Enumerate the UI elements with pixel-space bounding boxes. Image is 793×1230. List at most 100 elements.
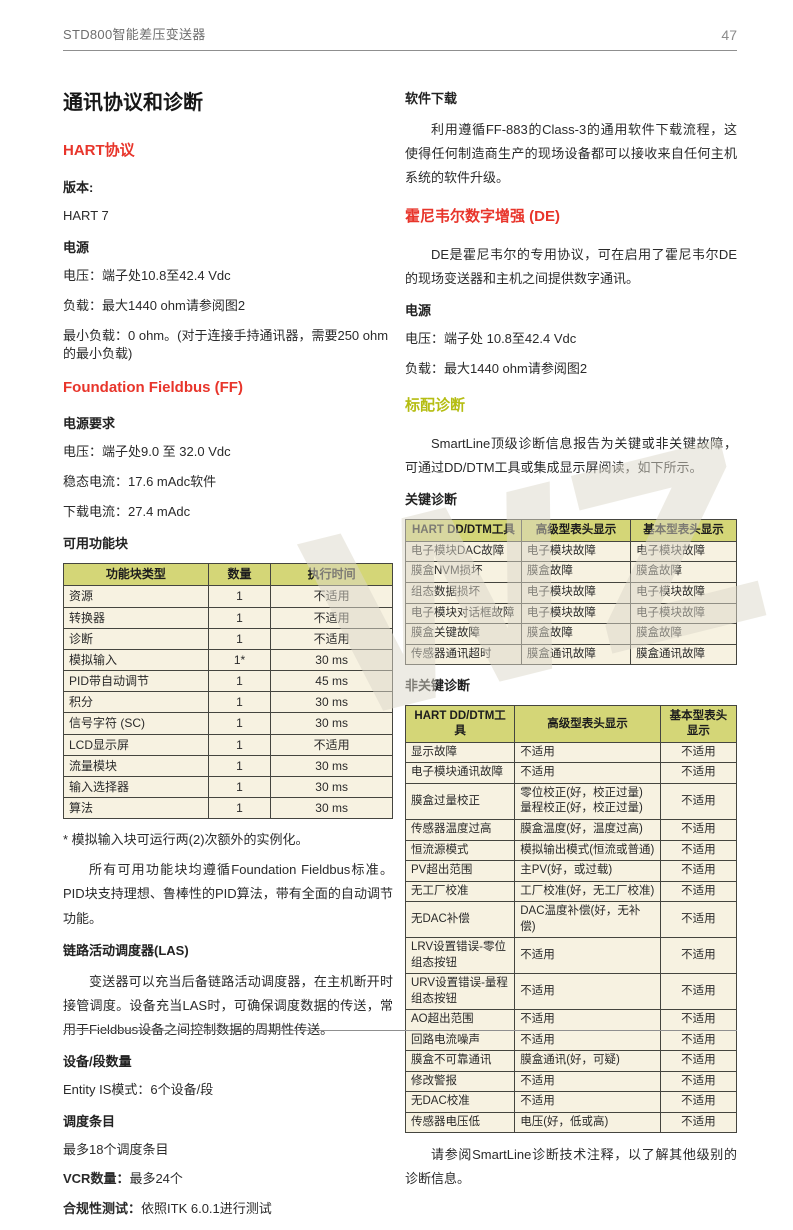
text-line: 负载：最大1440 ohm请参阅图2 (63, 297, 246, 313)
table-cell: 膜盒故障 (520, 623, 632, 645)
table-cell: 不适用 (659, 1111, 738, 1134)
table-cell: 不适用 (659, 880, 738, 903)
paragraph: 所有可用功能块均遵循Foundation Fieldbus标准。PID块支持理想… (63, 862, 393, 926)
right-column: 软件下载 利用遵循FF-883的Class-3的通用软件下载流程，这使得任何制造商… (404, 86, 738, 1200)
text-line: 负载：最大1440 ohm请参阅图2 (405, 361, 588, 377)
table-cell: 显示故障 (404, 741, 516, 764)
table-cell: 不适用 (514, 1070, 661, 1093)
table-cell: LRV设置错误-零位组态按钮 (404, 937, 516, 975)
line-label: 合规性测试： (63, 1201, 142, 1217)
table-cell: 转换器 (63, 606, 209, 629)
table-cell: 电子模块故障 (520, 581, 632, 604)
table-cell: 流量模块 (63, 754, 209, 778)
table-row: 输入选择器 1 30 ms (63, 776, 393, 799)
bold-label: 链路活动调度器(LAS) (63, 942, 189, 958)
table-cell: 零位校正(好，校正过量) 量程校正(好，校正过量) (514, 782, 661, 820)
table-cell: 不适用 (659, 839, 738, 862)
table-cell: 30 ms (270, 776, 393, 799)
document-title: STD800智能差压变送器 (63, 27, 206, 42)
table-cell: 算法 (63, 797, 209, 820)
table-cell: 组态数据损坏 (405, 581, 522, 604)
table-row: 传感器电压低 电压(好，低或高) 不适用 (404, 1111, 738, 1134)
table-cell: 膜盒故障 (520, 561, 632, 583)
table-cell: 电子模块故障 (520, 540, 632, 563)
paragraph: DE是霍尼韦尔的专用协议，可在启用了霍尼韦尔DE的现场变送器和主机之间提供数字通… (405, 247, 737, 287)
table-cell: 电子模块故障 (630, 540, 737, 563)
table-cell: 膜盒故障 (630, 623, 737, 645)
bold-label: 调度条目 (63, 1113, 116, 1129)
line-value: 依照ITK 6.0.1进行测试 (141, 1201, 272, 1217)
table-row: LCD显示屏 1 不适用 (63, 733, 393, 756)
sub-heading: 霍尼韦尔数字增强 (DE) (405, 208, 560, 226)
labeled-line: VCR数量：最多24个 (63, 1170, 393, 1189)
table-cell: 不适用 (659, 1070, 738, 1093)
text-line: 最小负载：0 ohm。(对于连接手持通讯器，需要250 ohm的最小负载) (63, 327, 389, 362)
table-cell: 电子模块故障 (520, 602, 632, 625)
table-cell: 不适用 (659, 860, 738, 882)
table-row: 电子模块DAC故障 电子模块故障 电子模块故障 (405, 540, 737, 563)
table-row: 流量模块 1 30 ms (63, 754, 393, 778)
table-row: PID带自动调节 1 45 ms (63, 670, 393, 693)
table-cell: 1 (207, 797, 272, 820)
table-row: 积分 1 30 ms (63, 691, 393, 714)
table-header-row: HART DD/DTM工具 高级型表头显示 基本型表头显示 (405, 519, 737, 542)
table-cell: 膜盒过量校正 (404, 782, 516, 820)
text-line: 电压：端子处10.8至42.4 Vdc (63, 267, 231, 283)
table-header-cell: 基本型表头显示 (659, 705, 738, 743)
table-cell: 膜盒温度(好，温度过高) (514, 818, 661, 841)
text-line: HART 7 (63, 208, 109, 223)
page-header: STD800智能差压变送器 47 (63, 24, 737, 51)
table-cell: 1 (207, 606, 272, 629)
table-cell: 不适用 (659, 1050, 738, 1072)
table-row: PV超出范围 主PV(好，或过载) 不适用 (404, 860, 738, 882)
table-cell: 不适用 (514, 1029, 661, 1052)
table-cell: 电子模块故障 (630, 602, 737, 625)
table-header-row: HART DD/DTM工具 高级型表头显示 基本型表头显示 (404, 705, 738, 743)
table-cell: 电子模块对话框故障 (405, 602, 522, 625)
table-cell: 1 (207, 627, 272, 650)
table-cell: 不适用 (514, 973, 661, 1011)
table-row: 算法 1 30 ms (63, 797, 393, 820)
table-cell: 输入选择器 (63, 776, 209, 799)
table-cell: 电子模块通讯故障 (404, 762, 516, 784)
table-cell: 1 (207, 733, 272, 756)
table-cell: 不适用 (659, 1091, 738, 1113)
table-cell: 不适用 (514, 937, 661, 975)
table-row: 组态数据损坏 电子模块故障 电子模块故障 (405, 581, 737, 604)
table-cell: 主PV(好，或过载) (514, 860, 661, 882)
table-row: 膜盒不可靠通讯 膜盒通讯(好，可疑) 不适用 (404, 1050, 738, 1072)
left-column: 通讯协议和诊断 HART协议 版本: HART 7 电源 电压：端子处10.8至42.4 … (63, 86, 393, 1230)
text-line: 电压：端子处9.0 至 32.0 Vdc (63, 444, 231, 460)
table-cell: 膜盒通讯(好，可疑) (514, 1050, 661, 1072)
bold-label: 可用功能块 (63, 535, 129, 551)
table-row: URV设置错误-量程组态按钮 不适用 不适用 (404, 973, 738, 1011)
table-cell: URV设置错误-量程组态按钮 (404, 973, 516, 1011)
table-cell: 不适用 (270, 606, 393, 629)
table-cell: 资源 (63, 585, 209, 608)
table-row: 膜盒关键故障 膜盒故障 膜盒故障 (405, 623, 737, 645)
table-cell: 1 (207, 691, 272, 714)
footer-divider (63, 1030, 737, 1031)
table-cell: 电子模块DAC故障 (405, 540, 522, 563)
paragraph: 请参阅SmartLine诊断技术注释，以了解其他级别的诊断信息。 (405, 1147, 737, 1187)
table-cell: 传感器通讯超时 (405, 643, 522, 666)
table-row: 无工厂校准 工厂校准(好，无工厂校准) 不适用 (404, 880, 738, 903)
table-cell: 30 ms (270, 712, 393, 735)
paragraph: SmartLine顶级诊断信息报告为关键或非关键故障，可通过DD/DTM工具或集… (405, 435, 737, 475)
table-cell: 不适用 (270, 627, 393, 650)
text-line: 电压：端子处 10.8至42.4 Vdc (405, 331, 577, 347)
table-cell: 1 (207, 712, 272, 735)
table-cell: 1 (207, 754, 272, 778)
table-row: 资源 1 不适用 (63, 585, 393, 608)
table-cell: 电子模块故障 (630, 581, 737, 604)
table-cell: 1 (207, 670, 272, 693)
table-header-cell: 执行时间 (270, 562, 393, 587)
table-row: 回路电流噪声 不适用 不适用 (404, 1029, 738, 1052)
table-cell: 膜盒关键故障 (405, 623, 522, 645)
table-cell: 不适用 (270, 585, 393, 608)
table-header-cell: 功能块类型 (63, 562, 209, 587)
table-row: 转换器 1 不适用 (63, 606, 393, 629)
table-row: 传感器温度过高 膜盒温度(好，温度过高) 不适用 (404, 818, 738, 841)
table-header-cell: 高级型表头显示 (520, 519, 632, 542)
table-cell: 信号字符 (SC) (63, 712, 209, 735)
